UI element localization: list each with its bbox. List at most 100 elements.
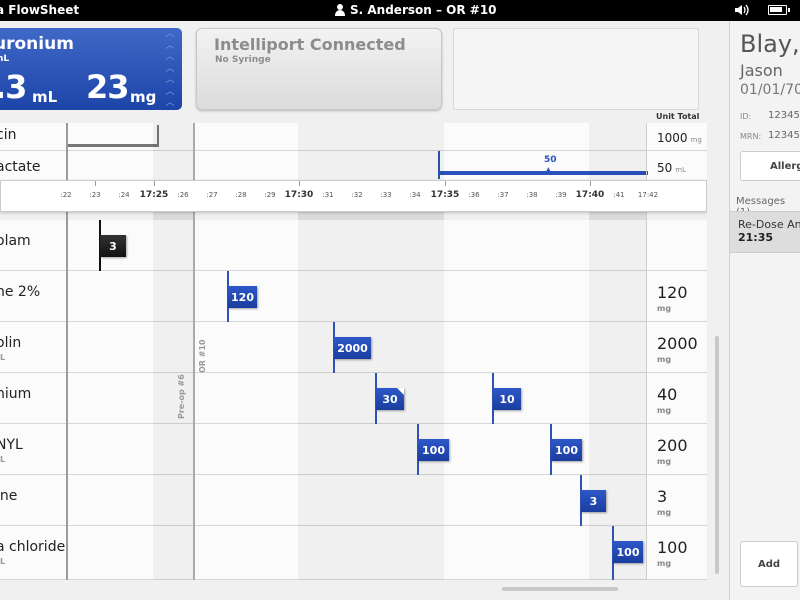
user-icon [334, 4, 346, 16]
tick-mark [95, 181, 96, 186]
vertical-scrollbar[interactable] [715, 336, 719, 574]
drug-total-unit: mg [657, 355, 672, 364]
triangle-up-icon: ▲ [546, 166, 551, 173]
dose-flag[interactable]: 3 [100, 235, 126, 257]
message-item[interactable]: Re-Dose An 21:35 [730, 211, 800, 253]
patient-last-name: Blay, [740, 30, 800, 58]
dose-unit: mg [130, 88, 157, 106]
flag-corner-icon [397, 388, 404, 395]
message-time: 21:35 [738, 231, 774, 244]
patient-mrn-label: MRN: [740, 132, 762, 141]
intelliport-card[interactable]: Intelliport Connected No Syringe [196, 28, 442, 110]
time-tick: :26 [177, 191, 189, 199]
dose-flag[interactable]: 120 [228, 286, 257, 308]
connection-title: Intelliport Connected [214, 35, 406, 54]
time-tick: :34 [409, 191, 421, 199]
time-tick: :39 [555, 191, 567, 199]
drug-total: 3 [657, 487, 668, 506]
time-tick: :23 [89, 191, 101, 199]
drug-total: 2000 [657, 334, 698, 353]
chevron-up-icon: ︿ ︿ ︿ ︿ ︿ ︿ ︿ [165, 29, 175, 108]
volume-unit: mL [32, 88, 58, 106]
drug-total-unit: mg [657, 406, 672, 415]
time-tick: :27 [206, 191, 218, 199]
patient-dob: 01/01/70 [740, 82, 800, 98]
drug-name: a chloride [0, 539, 66, 555]
empty-slot-card[interactable] [453, 28, 699, 110]
infusion-bar [66, 144, 159, 147]
tick-mark [299, 181, 300, 186]
dose-flag[interactable]: 100 [418, 439, 449, 461]
drug-total: 200 [657, 436, 688, 455]
volume-value: .3 [0, 68, 27, 106]
time-tick: :38 [526, 191, 538, 199]
infusion-bar-start [438, 151, 440, 179]
time-tick: 17:30 [284, 190, 314, 200]
drug-name: ine [0, 488, 18, 504]
patient-mrn-value: 12345 [768, 130, 800, 141]
drug-total: 40 [657, 385, 678, 404]
location-preop: Pre-op #6 [177, 374, 186, 419]
patient-panel: Blay, Jason 01/01/70 ID: 12345 MRN: 1234… [729, 21, 800, 600]
infusion-bar-end [157, 125, 159, 147]
top-bar: a FlowSheet S. Anderson – OR #10 [0, 0, 800, 21]
time-tick: :29 [264, 191, 276, 199]
time-tick: :37 [497, 191, 509, 199]
active-syringe-card[interactable]: uronium mL .3 mL 23 mg ︿︿︿︿︿︿︿ [0, 28, 182, 110]
infusion-name: cin [0, 127, 17, 143]
drug-row[interactable]: ne 2% 120 mg [0, 271, 707, 322]
time-tick: 17:25 [139, 190, 169, 200]
horizontal-scrollbar[interactable] [502, 587, 618, 591]
drug-row[interactable]: a chloride L 100 mg [0, 526, 707, 580]
time-tick: 17:40 [575, 190, 605, 200]
infusion-row[interactable]: actate 50 ▲ 50 mL [0, 151, 707, 181]
tick-mark [154, 181, 155, 186]
dose-flag[interactable]: 10 [493, 388, 521, 410]
drug-name: NYL [0, 437, 23, 453]
drug-row[interactable]: NYL L 200 mg [0, 424, 707, 475]
dose-flag[interactable]: 3 [581, 490, 606, 512]
allergies-button[interactable]: Allergi [740, 151, 800, 181]
patient-first-name: Jason [740, 61, 783, 80]
drug-total-unit: mg [657, 508, 672, 517]
tick-mark [590, 181, 591, 186]
drug-total-unit: mg [657, 457, 672, 466]
time-tick: :22 [60, 191, 72, 199]
time-tick: :24 [118, 191, 130, 199]
add-button[interactable]: Add [740, 541, 798, 587]
drug-sub: L [0, 557, 6, 566]
dose-flag-value: 30 [382, 392, 398, 406]
location-or: OR #10 [198, 339, 207, 373]
grid-left-border [66, 123, 68, 580]
infusion-name: actate [0, 159, 41, 175]
grid-right-border [646, 123, 647, 580]
patient-id-value: 12345 [768, 110, 800, 121]
dose-flag[interactable]: 2000 [334, 337, 371, 359]
infusion-total: 50 mL [657, 161, 686, 175]
time-tick: :28 [235, 191, 247, 199]
drug-total-unit: mg [657, 559, 672, 568]
drug-name: ne 2% [0, 284, 41, 300]
dose-flag[interactable]: 100 [551, 439, 582, 461]
time-ruler[interactable]: :22 :23 :24 17:25 :26 :27 :28 :29 17:30 … [0, 180, 707, 212]
dose-flag[interactable]: 100 [613, 541, 643, 563]
infusion-total: 1000 mg [657, 131, 702, 145]
message-text: Re-Dose An [738, 218, 800, 231]
time-tick: :41 [613, 191, 625, 199]
drug-name: nium [0, 386, 32, 402]
drug-row[interactable]: nium 40 mg [0, 373, 707, 424]
drug-concentration: mL [0, 54, 10, 64]
dose-flag[interactable]: 30 [376, 388, 404, 410]
speaker-icon[interactable] [734, 4, 750, 16]
infusion-bar-label: 50 [544, 155, 557, 165]
user-info[interactable]: S. Anderson – OR #10 [334, 3, 497, 17]
tick-mark [445, 181, 446, 186]
time-tick: :31 [322, 191, 334, 199]
drug-total-unit: mg [657, 304, 672, 313]
battery-icon [768, 5, 790, 15]
infusion-bar [438, 171, 648, 175]
patient-id-label: ID: [740, 112, 752, 121]
